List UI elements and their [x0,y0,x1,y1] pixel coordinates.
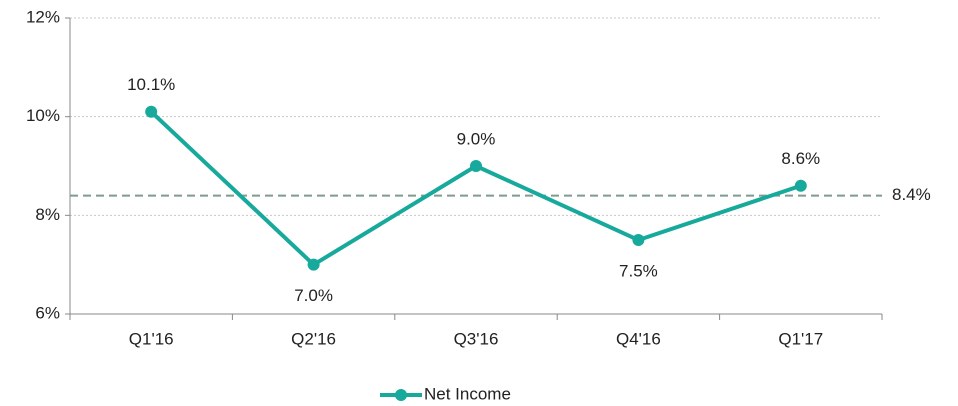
reference-label: 8.4% [892,185,931,204]
value-label: 10.1% [127,75,175,94]
legend-marker [395,389,407,401]
y-tick-label: 6% [35,303,60,322]
x-tick-label: Q4'16 [616,329,661,348]
point [794,179,807,192]
y-tick-label: 8% [35,205,60,224]
value-label: 8.6% [781,149,820,168]
x-tick-label: Q3'16 [454,329,499,348]
point [307,258,320,271]
value-label: 7.5% [619,261,658,280]
y-tick-label: 12% [26,7,60,26]
x-tick-label: Q2'16 [291,329,336,348]
value-label: 7.0% [294,286,333,305]
point [145,105,158,118]
value-label: 9.0% [457,129,496,148]
point [470,160,482,172]
point [632,234,645,246]
legend-label: Net Income [424,384,511,403]
y-tick-label: 10% [26,106,60,125]
x-tick-label: Q1'17 [778,329,823,348]
x-tick-label: Q1'16 [129,329,174,348]
